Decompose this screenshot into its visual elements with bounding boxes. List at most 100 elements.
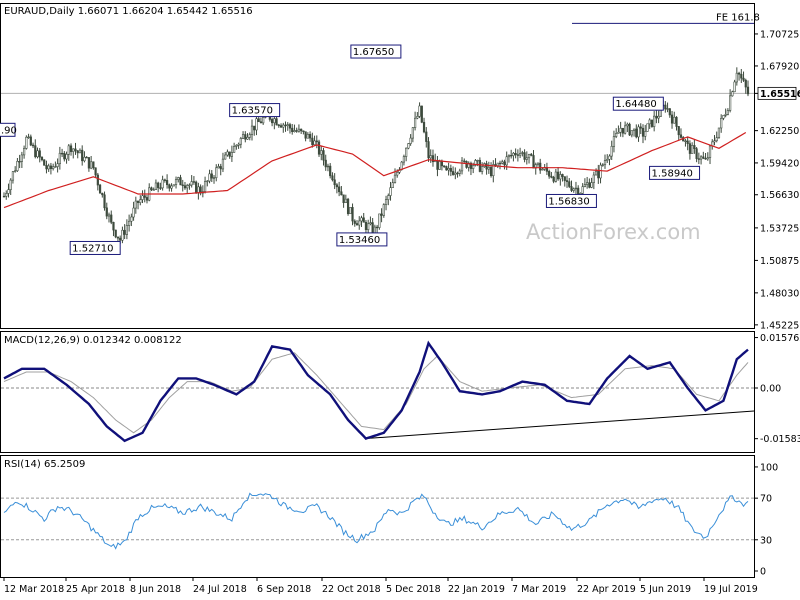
candle-body bbox=[67, 145, 70, 155]
candle-body bbox=[369, 222, 372, 225]
candle-body bbox=[170, 185, 173, 189]
candle-body bbox=[612, 136, 616, 147]
rsi-y-tick-label: 0 bbox=[760, 567, 766, 578]
candle-body bbox=[333, 179, 336, 186]
partial-label-box bbox=[0, 122, 16, 137]
candle-body bbox=[402, 156, 406, 163]
candle-body bbox=[641, 127, 645, 137]
moving-average-line bbox=[3, 131, 747, 209]
candle-body bbox=[378, 213, 381, 228]
price-label-text: 1.52710 bbox=[72, 243, 113, 254]
candle-body bbox=[277, 124, 280, 127]
candle-body bbox=[344, 198, 347, 203]
candle-body bbox=[282, 124, 285, 128]
candle-body bbox=[416, 116, 419, 119]
candle-body bbox=[496, 162, 499, 166]
x-tick-label: 12 Mar 2018 bbox=[4, 584, 64, 595]
candle-body bbox=[684, 140, 687, 143]
candle-body bbox=[273, 118, 276, 124]
candle-body bbox=[81, 149, 84, 162]
candle-body bbox=[702, 156, 705, 159]
candle-body bbox=[539, 162, 542, 171]
candle-body bbox=[561, 174, 564, 177]
candle-body bbox=[174, 179, 178, 186]
candle-body bbox=[25, 136, 28, 149]
price-label: 1.58940 bbox=[649, 165, 701, 180]
candle-body bbox=[237, 143, 240, 146]
price-label-text: 1.64480 bbox=[615, 99, 656, 110]
candle-body bbox=[105, 207, 108, 217]
candle-body bbox=[284, 124, 287, 127]
macd-signal-line bbox=[3, 352, 749, 434]
y-tick-label: 1.48030 bbox=[760, 288, 799, 299]
candle-body bbox=[152, 189, 155, 191]
candle-body bbox=[338, 186, 341, 193]
y-axis-labels: 1.70725 1.67920 1.65516 1.62250 1.59420 1.566… bbox=[754, 29, 800, 578]
candle-body bbox=[686, 140, 689, 144]
x-tick-label: 5 Jun 2019 bbox=[640, 584, 691, 595]
candle-body bbox=[112, 221, 115, 231]
candle-body bbox=[279, 125, 283, 128]
candle-body bbox=[523, 152, 526, 160]
candle-body bbox=[125, 225, 128, 235]
candle-body bbox=[83, 156, 86, 162]
candle-body bbox=[208, 173, 211, 182]
price-label-text: 1.53460 bbox=[339, 235, 380, 246]
candle-body bbox=[487, 166, 490, 170]
candle-body bbox=[467, 162, 470, 168]
candle-body bbox=[583, 184, 587, 187]
candle-body bbox=[458, 170, 461, 174]
candle-body bbox=[132, 207, 135, 218]
candle-body bbox=[172, 184, 175, 187]
candle-body bbox=[320, 150, 323, 155]
candle-body bbox=[154, 182, 158, 190]
candle-body bbox=[349, 207, 352, 215]
candle-body bbox=[72, 148, 75, 152]
candle-body bbox=[376, 226, 379, 229]
candle-body bbox=[9, 179, 12, 190]
candle-body bbox=[559, 174, 562, 180]
candle-body bbox=[355, 223, 359, 226]
x-tick-label: 22 Oct 2018 bbox=[322, 584, 381, 595]
candle-body bbox=[43, 159, 46, 166]
rsi-y-tick-label: 70 bbox=[760, 494, 772, 505]
rsi-line bbox=[3, 492, 749, 550]
candle-body bbox=[224, 154, 227, 160]
candle-body bbox=[101, 192, 104, 196]
price-label-box bbox=[350, 44, 402, 59]
fe-label: FE 161.8 bbox=[716, 12, 760, 23]
candle-body bbox=[121, 229, 124, 241]
candle-body bbox=[163, 179, 166, 181]
candle-body bbox=[34, 145, 37, 158]
candle-body bbox=[54, 166, 57, 168]
price-panel-frame bbox=[0, 3, 755, 329]
candle-body bbox=[675, 116, 678, 127]
candle-body bbox=[451, 171, 455, 175]
candle-body bbox=[76, 150, 79, 154]
price-label-text: 1.58940 bbox=[652, 168, 693, 179]
candle-body bbox=[724, 114, 727, 116]
y-tick-label: 1.53725 bbox=[760, 223, 799, 234]
candle-body bbox=[425, 131, 428, 142]
candle-body bbox=[168, 184, 171, 189]
candle-body bbox=[697, 158, 700, 160]
candle-body bbox=[195, 181, 198, 194]
candle-body bbox=[98, 184, 102, 194]
candle-body bbox=[465, 160, 468, 168]
candle-body bbox=[230, 152, 233, 157]
x-tick-label: 8 Jun 2018 bbox=[130, 584, 181, 595]
candle-body bbox=[56, 163, 59, 167]
price-label: 1.52710 bbox=[69, 240, 121, 255]
candle-body bbox=[387, 195, 390, 200]
candle-body bbox=[505, 156, 508, 166]
candle-body bbox=[311, 137, 314, 146]
rsi-panel-title: RSI(14) 65.2509 bbox=[4, 459, 85, 470]
candle-body bbox=[192, 181, 196, 183]
candle-body bbox=[628, 123, 631, 136]
candle-body bbox=[322, 150, 325, 161]
candle-body bbox=[58, 152, 61, 165]
candle-body bbox=[271, 119, 274, 124]
candle-body bbox=[603, 160, 607, 166]
y-tick-label: 1.67920 bbox=[760, 61, 799, 72]
candle-body bbox=[563, 176, 566, 181]
